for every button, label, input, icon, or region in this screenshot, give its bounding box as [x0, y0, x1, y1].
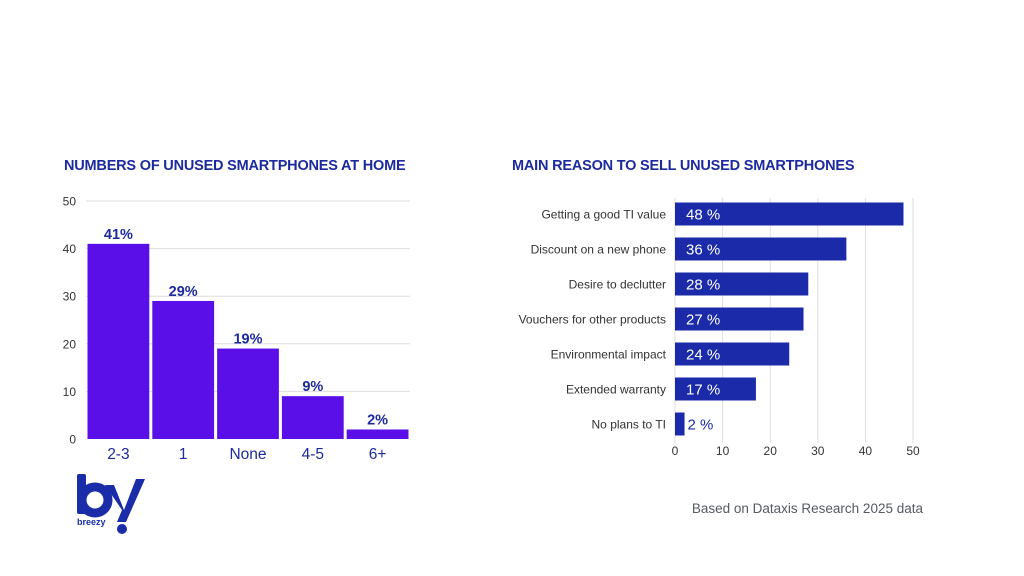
data-label: 29%: [169, 284, 198, 300]
bar: [675, 377, 756, 401]
y-tick-label: 30: [63, 290, 77, 304]
data-label: 17 %: [686, 382, 720, 399]
data-label: 2 %: [688, 417, 714, 434]
data-label: 41%: [104, 227, 133, 243]
y-tick-label: No plans to TI: [592, 418, 666, 432]
y-tick-label: Environmental impact: [551, 348, 667, 362]
x-tick-label: None: [229, 446, 266, 463]
bar: [217, 348, 279, 439]
x-tick-label: 30: [811, 444, 825, 458]
bar: [87, 243, 150, 439]
data-label: 48 %: [686, 207, 720, 224]
data-label: 27 %: [686, 312, 720, 329]
bar: [675, 412, 685, 436]
x-tick-label: 10: [716, 444, 730, 458]
bar: [346, 429, 409, 439]
x-tick-label: 20: [764, 444, 778, 458]
data-label: 24 %: [686, 347, 720, 364]
y-tick-label: 0: [69, 433, 76, 447]
y-tick-label: Extended warranty: [566, 383, 666, 397]
x-tick-label: 0: [672, 444, 679, 458]
y-tick-label: Vouchers for other products: [519, 313, 666, 327]
logo-wordmark: breezy: [77, 517, 106, 527]
breezy-logo: [77, 474, 145, 534]
bar: [675, 307, 804, 331]
x-tick-label: 1: [179, 446, 188, 463]
y-tick-label: 20: [63, 337, 77, 351]
bar: [152, 300, 215, 439]
y-tick-label: 10: [63, 385, 77, 399]
bar: [675, 237, 847, 261]
data-label: 19%: [233, 332, 262, 348]
y-tick-label: Desire to declutter: [569, 278, 666, 292]
bar: [675, 202, 904, 226]
x-tick-label: 50: [906, 444, 920, 458]
bar: [675, 272, 809, 296]
data-label: 28 %: [686, 277, 720, 294]
y-tick-label: 40: [63, 242, 77, 256]
y-tick-label: Discount on a new phone: [531, 243, 667, 257]
y-tick-label: 50: [63, 195, 77, 209]
x-tick-label: 2-3: [107, 446, 129, 463]
y-tick-label: Getting a good TI value: [541, 208, 666, 222]
data-label: 9%: [302, 379, 323, 395]
bar: [281, 396, 344, 439]
source-note: Based on Dataxis Research 2025 data: [691, 501, 923, 516]
left-chart-title: NUMBERS OF UNUSED SMARTPHONES AT HOME: [64, 158, 406, 174]
x-tick-label: 4-5: [302, 446, 324, 463]
bar: [675, 342, 790, 366]
right-chart-title: MAIN REASON TO SELL UNUSED SMARTPHONES: [512, 158, 855, 174]
x-tick-label: 6+: [369, 446, 387, 463]
data-label: 36 %: [686, 242, 720, 259]
x-tick-label: 40: [859, 444, 873, 458]
data-label: 2%: [367, 412, 388, 428]
